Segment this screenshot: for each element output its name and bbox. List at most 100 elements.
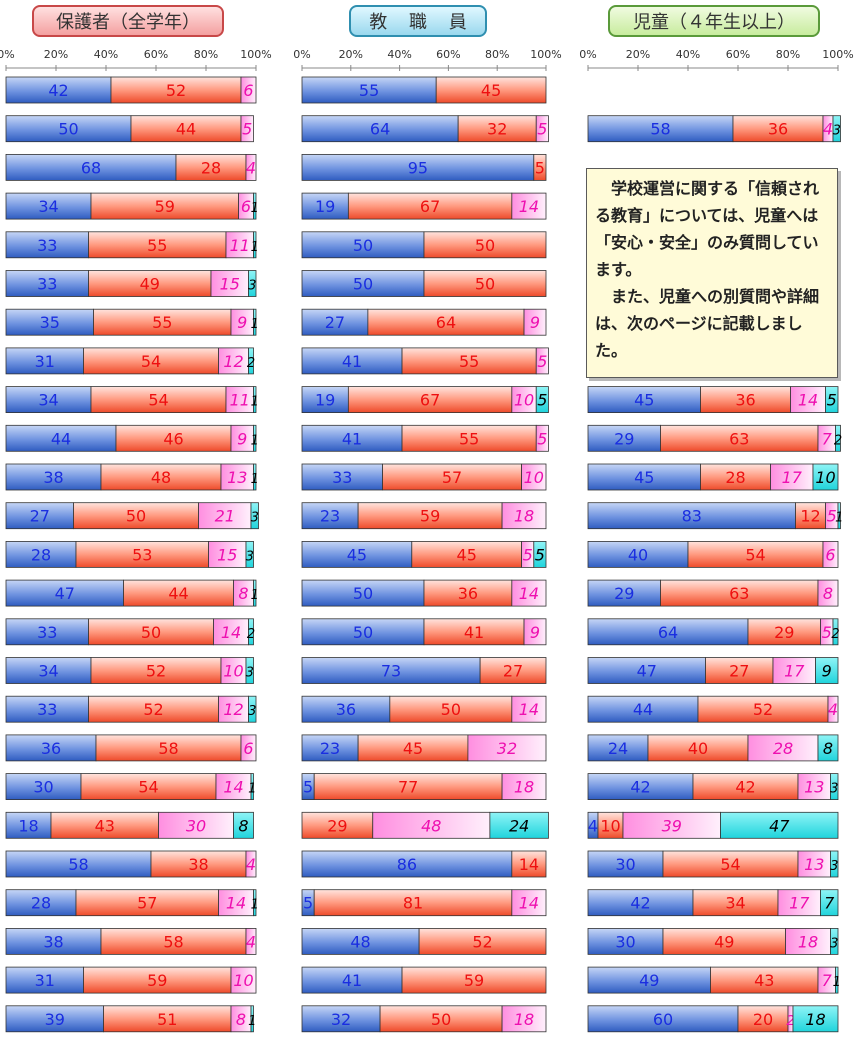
bar-segment-blue [5,308,94,336]
bar-segment-cyan [535,386,549,414]
bar-value-label: 54 [138,778,158,797]
bar-value-label: 18 [798,932,818,951]
bar-segment-blue [301,850,513,878]
bar-segment-cyan [253,424,257,452]
bar-value-label: 14 [519,700,539,719]
bar-value-label: 44 [168,584,188,603]
bar-value-label: 50 [353,584,373,603]
x-tick-label: 20% [339,48,363,61]
bar-segment-cyan [248,618,254,646]
bar-value-label: 9 [237,313,247,332]
bar-value-label: 45 [634,468,654,487]
bar-value-label: 34 [725,894,745,913]
bar-value-label: 1 [835,511,843,526]
bar-segment-pink [213,618,249,646]
bar-segment-blue [301,734,359,762]
bar-segment-blue [587,966,711,994]
bar-segment-blue [587,424,661,452]
bar-value-label: 54 [141,352,161,371]
bar-segment-pink [523,308,547,336]
note-box: 学校運営に関する「信頼される教育」については、児童へは「安心・安全」のみ質問して… [586,168,838,378]
bar-value-label: 35 [40,313,60,332]
bar-value-label: 58 [163,932,183,951]
bar-value-label: 34 [38,662,58,681]
bar-value-label: 4 [823,120,833,139]
bar-value-label: 47 [637,662,657,681]
x-tick-label: 60% [144,48,168,61]
bar-value-label: 59 [155,197,175,216]
bar-segment-blue [5,153,177,181]
bar-segment-blue [5,657,92,684]
bar-value-label: 38 [188,855,208,874]
bar-row: 55 45 [301,76,547,104]
bar-segment-cyan [253,231,257,259]
bar-value-label: 15 [217,545,237,564]
bar-segment-cyan [250,502,259,530]
bar-value-label: 12 [223,352,243,371]
bar-row: 41 55 5 [301,347,549,375]
x-tick-label: 40% [676,48,700,61]
bar-segment-pink [747,734,819,762]
bar-row: 19 67 10 5 [301,386,549,414]
bar-row: 41 59 [301,966,547,994]
bar-row: 64 32 5 [301,115,549,143]
bar-value-label: 53 [132,545,152,564]
bar-value-label: 38 [43,468,63,487]
bar-row: 33 50 14 2 [5,618,255,646]
bar-value-label: 8 [238,816,248,835]
x-tick-label: 100% [530,48,561,61]
bar-segment-pink [511,695,547,723]
x-tick-label: 60% [726,48,750,61]
bar-segment-red [357,502,503,530]
bar-value-label: 28 [31,545,51,564]
bar-value-label: 5 [523,545,533,564]
bar-value-label: 50 [353,623,373,642]
bar-value-label: 73 [381,662,401,681]
bar-value-label: 29 [614,429,634,448]
bar-value-label: 4 [246,855,256,874]
bar-value-label: 12 [223,700,243,719]
bar-row: 40 54 6 [587,541,839,568]
bar-segment-red [795,502,826,530]
bar-value-label: 55 [459,429,479,448]
bar-value-label: 13 [804,855,824,874]
bar-value-label: 3 [246,549,254,564]
bar-segment-red [423,618,525,646]
bar-value-label: 3 [248,704,256,719]
bar-segment-blue [587,1005,739,1033]
bar-segment-pink [777,889,821,917]
bar-value-label: 1 [833,975,841,990]
chart-panel-1: 0% 20% 40% 60% 80% 100%42 52 650 44 568 28 434 59 6 13… [0,48,272,1033]
bar-segment-blue [587,850,664,878]
bar-value-label: 5 [535,158,545,177]
bar-row: 58 38 4 [5,850,257,878]
bar-segment-red [93,308,232,336]
bar-value-label: 42 [630,778,650,797]
bar-segment-cyan [832,618,839,646]
bar-value-label: 18 [514,1010,534,1029]
bar-value-label: 45 [481,81,501,100]
bar-segment-pink [501,1005,547,1033]
bar-segment-blue [301,502,359,530]
note-line-1: 学校運営に関する「信頼される教育」については、児童へは「安心・安全」のみ質問して… [595,179,820,279]
bar-row: 86 14 [301,850,547,878]
bar-row: 50 36 14 [301,579,547,607]
bar-segment-red [150,850,247,878]
bar-value-label: 68 [81,158,101,177]
bar-segment-pink [511,889,547,917]
bar-segment-pink [210,270,249,297]
bar-segment-blue [5,734,97,762]
bar-segment-cyan [837,502,841,530]
bar-segment-pink [158,811,234,839]
bar-value-label: 31 [35,971,55,990]
bar-segment-red [379,1005,503,1033]
header-students: 児童（４年生以上） [608,5,820,37]
bar-row: 18 43 30 8 [5,811,254,839]
bar-value-label: 4 [246,932,256,951]
bar-value-label: 30 [615,855,635,874]
bar-value-label: 48 [350,932,370,951]
bar-value-label: 47 [55,584,75,603]
bar-value-label: 8 [823,584,833,603]
bar-row: 35 55 9 1 [5,308,259,336]
bar-value-label: 10 [600,816,620,835]
